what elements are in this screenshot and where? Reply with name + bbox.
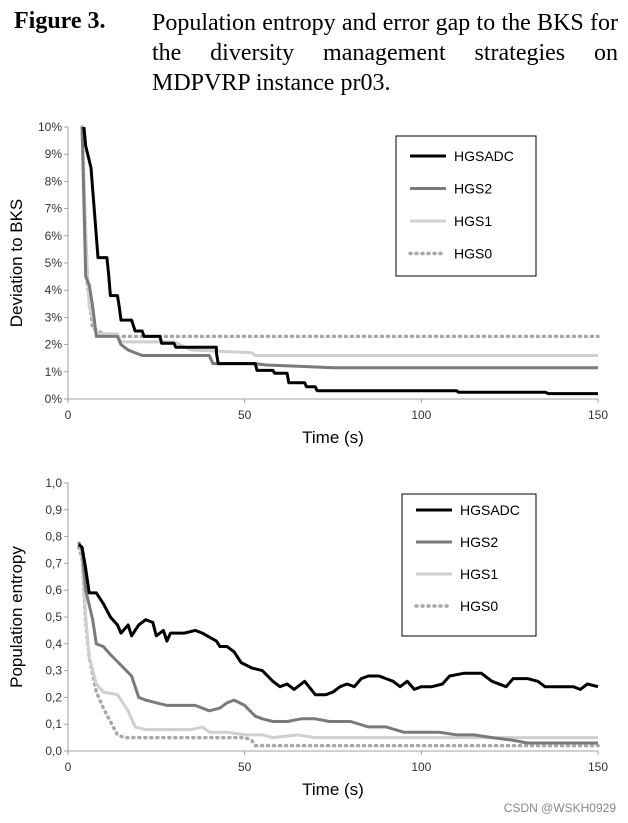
legend-label-hgs0: HGS0 bbox=[454, 246, 492, 262]
y-tick-label: 10% bbox=[38, 120, 62, 134]
watermark: CSDN @WSKH0929 bbox=[503, 801, 616, 815]
y-tick-label: 7% bbox=[45, 202, 63, 216]
y-tick-label: 2% bbox=[45, 338, 63, 352]
y-tick-label: 0,7 bbox=[45, 556, 62, 570]
series-line-hgs1 bbox=[77, 544, 598, 740]
series-line-hgsadc bbox=[77, 543, 599, 697]
series-line-hgs0 bbox=[76, 545, 600, 748]
x-tick-label: 50 bbox=[238, 760, 252, 774]
x-tick-label: 0 bbox=[65, 760, 72, 774]
y-tick-label: 0,3 bbox=[45, 664, 62, 678]
deviation-chart: 0% 1% 2% 3% 4% 5% 6% 7% 8% 9% 10% 0 50 100 150 Time (s)… bbox=[7, 120, 608, 447]
series-line-hgs2 bbox=[77, 541, 598, 745]
entropy-chart: 0,0 0,1 0,2 0,3 0,4 0,5 0,6 0,7 0,8 0,9 1,0 0 50 100 1… bbox=[7, 476, 608, 799]
x-axis-label: Time (s) bbox=[302, 780, 364, 799]
x-tick-label: 100 bbox=[411, 760, 431, 774]
x-tick-label: 100 bbox=[411, 408, 431, 422]
legend-label-hgs1: HGS1 bbox=[454, 213, 492, 229]
y-tick-label: 0,2 bbox=[45, 690, 62, 704]
y-tick-label: 4% bbox=[45, 283, 63, 297]
y-tick-label: 0,1 bbox=[45, 717, 62, 731]
y-tick-label: 0,6 bbox=[45, 583, 62, 597]
y-tick-label: 0,5 bbox=[45, 610, 62, 624]
legend-box bbox=[395, 135, 537, 277]
x-tick-label: 150 bbox=[588, 760, 608, 774]
x-axis-label: Time (s) bbox=[302, 428, 364, 447]
legend-box bbox=[401, 493, 537, 637]
y-tick-label: 6% bbox=[45, 229, 63, 243]
y-tick-label: 0,0 bbox=[45, 744, 62, 758]
x-tick-label: 0 bbox=[65, 408, 72, 422]
legend-label-hgs1: HGS1 bbox=[460, 566, 498, 582]
x-tick-label: 50 bbox=[238, 408, 252, 422]
legend-label-hgs2: HGS2 bbox=[454, 181, 492, 197]
y-tick-label: 3% bbox=[45, 310, 63, 324]
y-tick-label: 0,9 bbox=[45, 503, 62, 517]
y-tick-label: 0,8 bbox=[45, 530, 62, 544]
y-tick-label: 9% bbox=[45, 147, 63, 161]
legend-label-hgs0: HGS0 bbox=[460, 598, 498, 614]
y-axis-label: Deviation to BKS bbox=[7, 199, 26, 328]
y-tick-label: 5% bbox=[45, 256, 63, 270]
y-tick-label: 8% bbox=[45, 174, 63, 188]
legend-label-hgsadc: HGSADC bbox=[454, 148, 514, 164]
y-tick-label: 0% bbox=[45, 392, 63, 406]
series-line-hgsadc bbox=[82, 126, 598, 396]
series-line-hgs2 bbox=[80, 126, 598, 370]
y-tick-label: 0,4 bbox=[45, 637, 62, 651]
figure-caption-text: Population entropy and error gap to the … bbox=[152, 10, 618, 96]
legend-label-hgs2: HGS2 bbox=[460, 534, 498, 550]
x-tick-label: 150 bbox=[588, 408, 608, 422]
legend-label-hgsadc: HGSADC bbox=[460, 502, 520, 518]
y-tick-label: 1% bbox=[45, 365, 63, 379]
figure-label: Figure 3. bbox=[14, 8, 106, 34]
y-tick-label: 1,0 bbox=[45, 476, 62, 490]
y-axis-label: Population entropy bbox=[7, 546, 26, 688]
